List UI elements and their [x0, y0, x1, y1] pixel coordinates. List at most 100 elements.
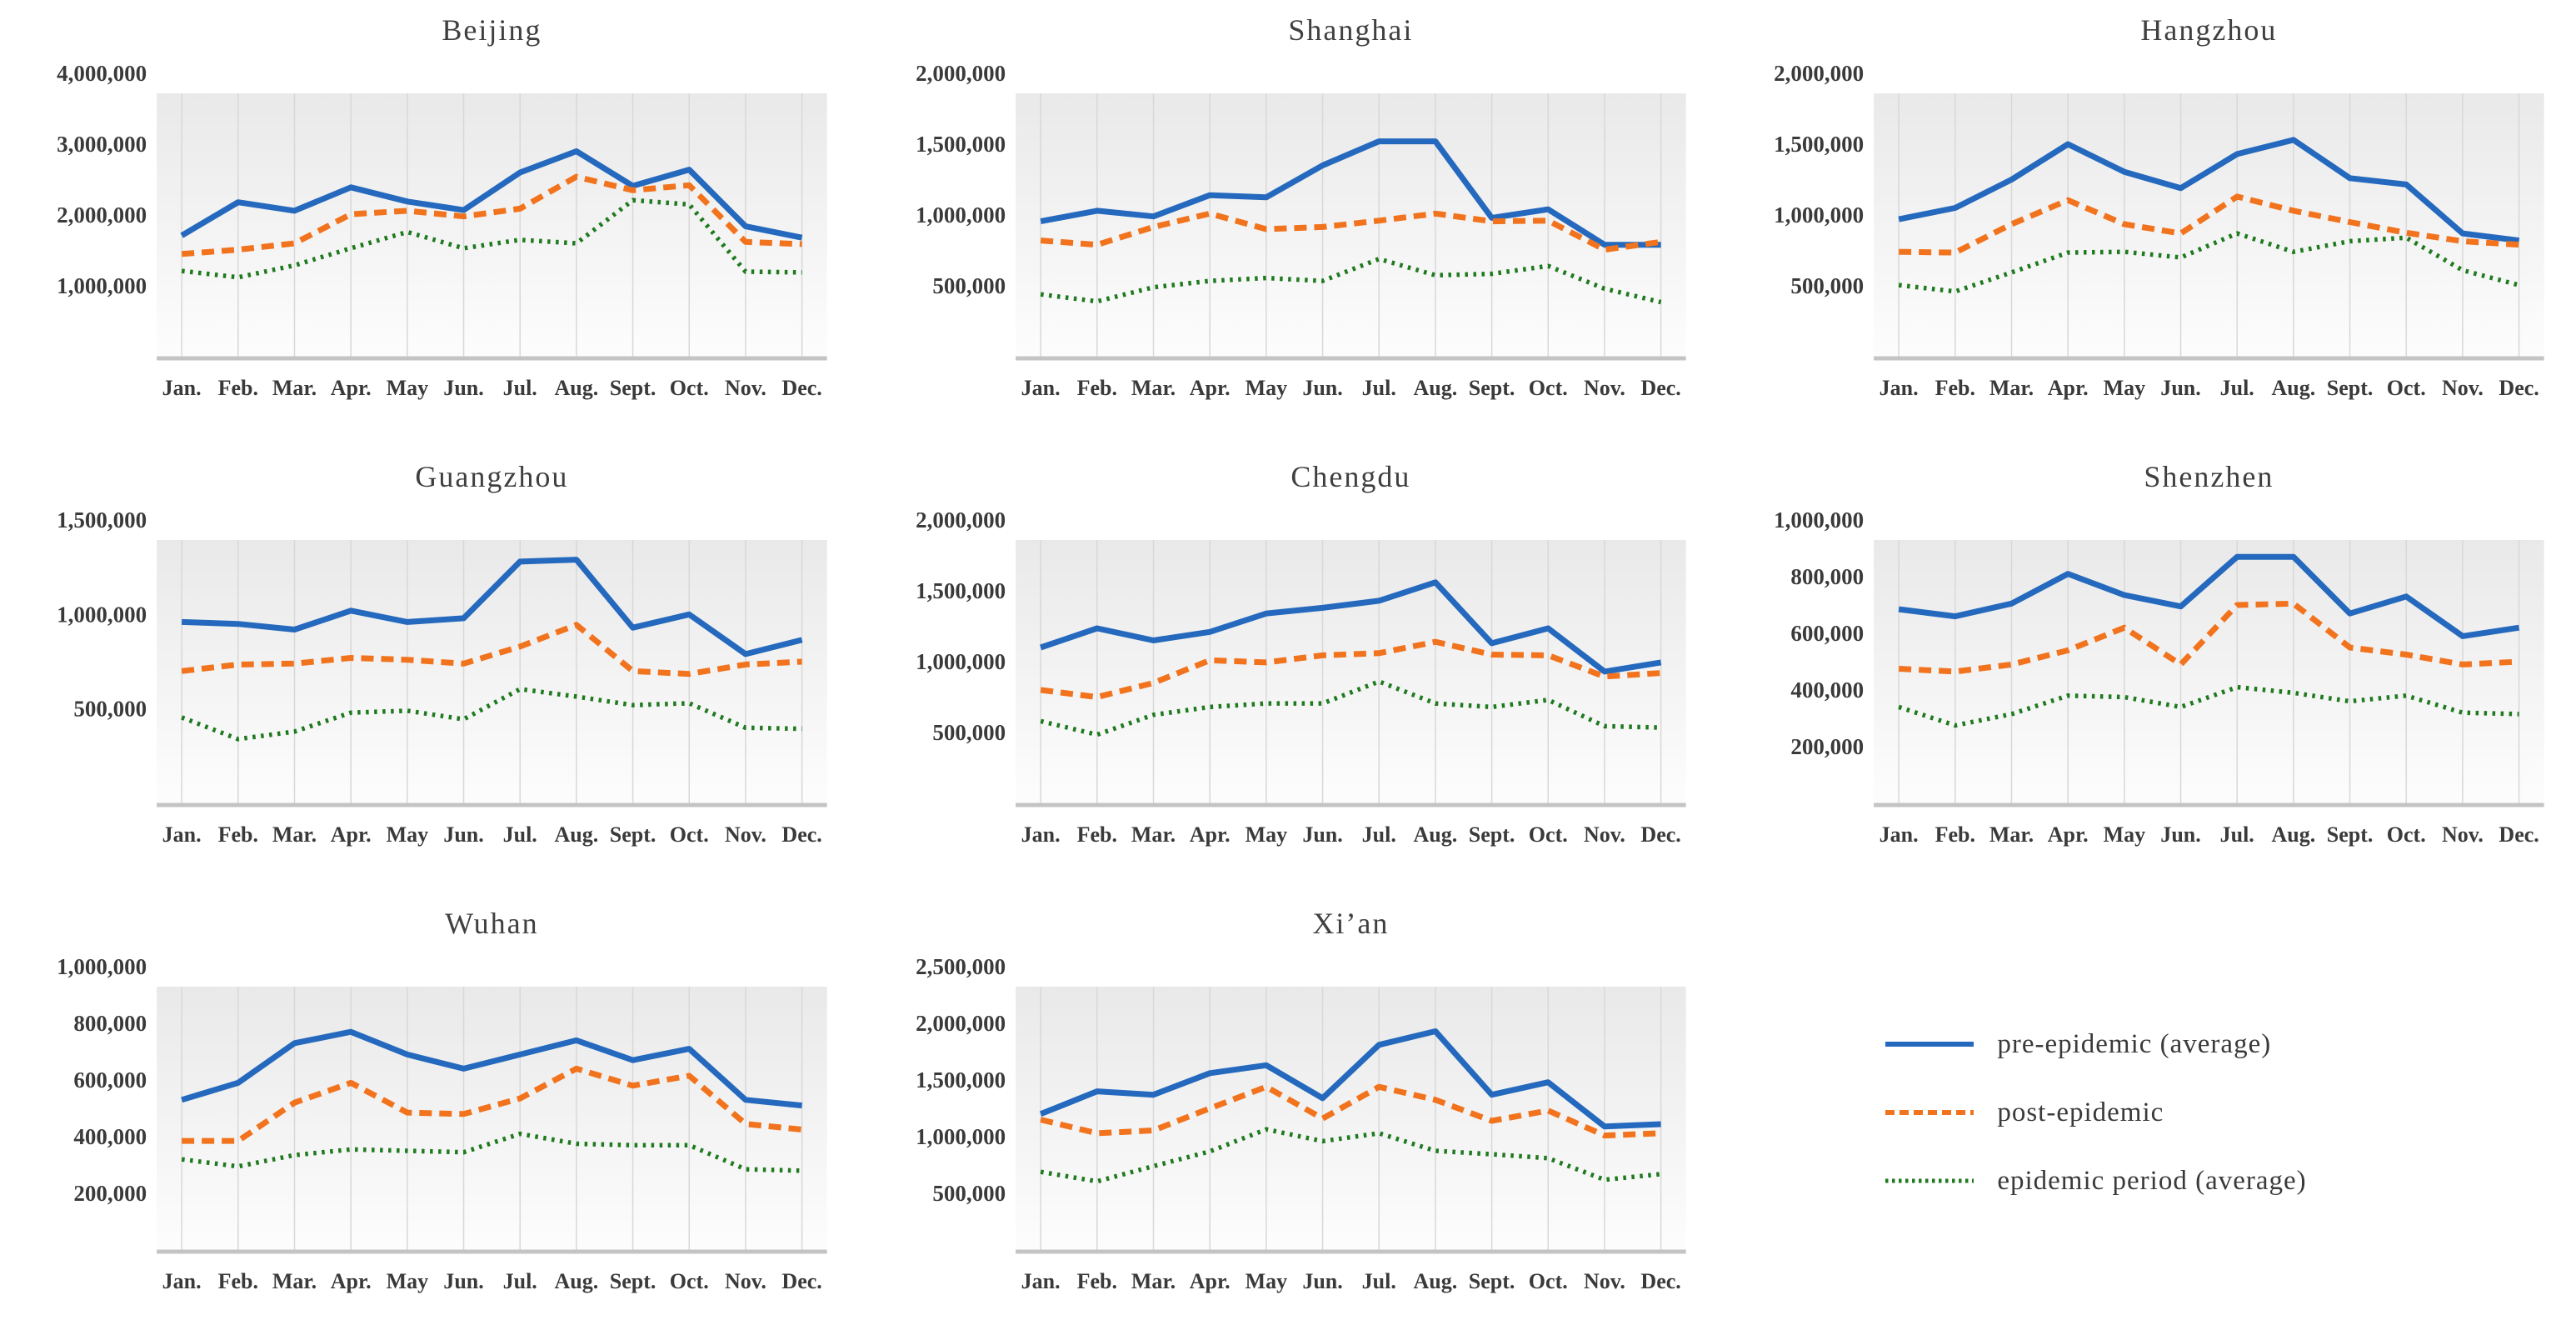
- x-tick-label: Oct.: [1528, 1269, 1567, 1293]
- x-tick-label: Sept.: [2327, 376, 2374, 400]
- legend-label-post-epidemic: post-epidemic: [1997, 1097, 2164, 1128]
- x-tick-label: Mar.: [1131, 822, 1176, 847]
- x-tick-label: Sept.: [1468, 376, 1515, 400]
- x-tick-label: Dec.: [781, 1269, 821, 1293]
- chart-cell-xian: 2,500,000 2,000,000 1,500,000 1,000,000 500,…: [859, 893, 1718, 1340]
- chart-cell-wuhan: 1,000,000 800,000 600,000 400,000 200,000 Wuh…: [0, 893, 859, 1340]
- plot-area: [1015, 987, 1686, 1253]
- x-tick-label: Apr.: [331, 1269, 372, 1293]
- series-line-pre: [1040, 138, 1661, 248]
- y-tick-label: 500,000: [1791, 273, 1865, 298]
- x-tick-label: Dec.: [781, 376, 821, 400]
- x-tick-label: May: [387, 376, 429, 400]
- y-tick-label: 2,000,000: [1774, 61, 1864, 86]
- y-tick-label: 500,000: [932, 273, 1006, 298]
- plot-area: [1015, 540, 1686, 807]
- x-tick-label: Nov.: [1584, 376, 1625, 400]
- x-tick-label: Aug.: [1413, 822, 1457, 847]
- series-line-pre: [180, 148, 803, 241]
- x-tick-label: Mar.: [1989, 376, 2034, 400]
- x-tick-label: Mar.: [1131, 376, 1176, 400]
- x-tick-label: Apr.: [1189, 1269, 1230, 1293]
- x-tick-label: Apr.: [2048, 376, 2089, 400]
- legend: pre-epidemic (average) post-epidemic epi…: [1717, 893, 2576, 1340]
- x-tick-label: Mar.: [272, 376, 317, 400]
- y-tick-label: 1,000,000: [1774, 202, 1864, 228]
- x-tick-label: May: [387, 822, 429, 847]
- x-tick-label: Jan.: [1021, 822, 1060, 847]
- x-tick-label: Feb.: [218, 1269, 258, 1293]
- x-tick-label: Sept.: [1468, 1269, 1515, 1293]
- x-tick-label: Jul.: [503, 822, 537, 847]
- x-tick-label: Aug.: [555, 822, 599, 847]
- y-tick-label: 800,000: [73, 1011, 147, 1036]
- y-tick-label: 1,500,000: [916, 132, 1006, 157]
- legend-item-pre-epidemic: pre-epidemic (average): [1884, 1010, 2306, 1078]
- y-tick-label: 600,000: [1791, 621, 1865, 646]
- y-tick-label: 1,000,000: [57, 273, 147, 298]
- y-tick-label: 2,000,000: [57, 202, 147, 228]
- x-tick-label: Jul.: [1361, 376, 1395, 400]
- chart-cell-shenzhen: 1,000,000 800,000 600,000 400,000 200,000 She…: [1717, 447, 2576, 893]
- x-tick-label: Dec.: [2499, 376, 2539, 400]
- series-line-post: [1899, 193, 2520, 256]
- x-tick-label: Nov.: [1584, 1269, 1625, 1293]
- x-tick-label: Dec.: [1640, 822, 1680, 847]
- x-tick-label: Feb.: [1935, 376, 1975, 400]
- pre-epidemic-line-icon: [1885, 1042, 1974, 1047]
- y-tick-label: 3,000,000: [57, 132, 147, 157]
- chart-cell-beijing: 4,000,000 3,000,000 2,000,000 1,000,000 Beij…: [0, 0, 859, 447]
- series-line-pre: [1039, 1028, 1661, 1130]
- plot-area: [1015, 93, 1686, 360]
- x-tick-label: Mar.: [272, 1269, 317, 1293]
- x-tick-label: Feb.: [1935, 822, 1975, 847]
- x-tick-label: Feb.: [218, 376, 258, 400]
- chart-title: Guangzhou: [415, 460, 568, 493]
- chart-cell-guangzhou: 1,500,000 1,000,000 500,000 Guangzhou Jan. Fe…: [0, 447, 859, 893]
- x-tick-label: Apr.: [2048, 822, 2089, 847]
- legend-label-pre-epidemic: pre-epidemic (average): [1997, 1028, 2272, 1059]
- chart-title: Shanghai: [1288, 13, 1413, 47]
- series-line-pre: [182, 557, 803, 658]
- x-tick-label: May: [1245, 822, 1287, 847]
- x-tick-label: Jun.: [1302, 1269, 1342, 1293]
- y-tick-label: 1,500,000: [916, 578, 1006, 603]
- series-line-epidemic: [1898, 684, 2520, 728]
- plot-area: [157, 93, 827, 360]
- x-tick-label: Feb.: [1076, 1269, 1116, 1293]
- y-tick-label: 2,500,000: [916, 954, 1006, 979]
- series-line-epidemic: [181, 198, 802, 280]
- x-tick-label: Dec.: [1640, 1269, 1680, 1293]
- x-tick-label: Jun.: [2161, 376, 2201, 400]
- legend-item-post-epidemic: post-epidemic: [1884, 1078, 2306, 1147]
- y-tick-label: 500,000: [932, 1181, 1006, 1206]
- x-tick-label: Aug.: [1413, 376, 1457, 400]
- x-tick-label: Jul.: [2220, 376, 2254, 400]
- chart-cell-chengdu: 2,000,000 1,500,000 1,000,000 500,000 Chengd…: [859, 447, 1718, 893]
- x-tick-label: Jul.: [1361, 1269, 1395, 1293]
- x-tick-label: Sept.: [610, 376, 656, 400]
- x-tick-label: Jan.: [1021, 1269, 1060, 1293]
- x-tick-label: Jun.: [2161, 822, 2201, 847]
- x-tick-label: Dec.: [1640, 376, 1680, 400]
- series-line-post: [1899, 600, 2520, 675]
- x-tick-label: Nov.: [2442, 376, 2484, 400]
- y-tick-label: 2,000,000: [916, 1011, 1006, 1036]
- x-tick-label: Oct.: [670, 1269, 709, 1293]
- y-tick-label: 1,000,000: [1774, 508, 1864, 532]
- x-tick-label: May: [2104, 822, 2146, 847]
- chart-xian: 2,500,000 2,000,000 1,500,000 1,000,000 500,…: [916, 907, 1686, 1293]
- legend-box: pre-epidemic (average) post-epidemic epi…: [1884, 1010, 2306, 1215]
- legend-item-epidemic-period: epidemic period (average): [1884, 1147, 2306, 1215]
- y-tick-label: 1,000,000: [57, 954, 147, 979]
- x-tick-label: Aug.: [2272, 376, 2316, 400]
- y-tick-label: 400,000: [73, 1124, 147, 1149]
- x-tick-label: Oct.: [1528, 822, 1567, 847]
- series-line-epidemic: [181, 687, 802, 742]
- x-tick-label: Oct.: [670, 376, 709, 400]
- x-tick-label: Apr.: [1189, 376, 1230, 400]
- chart-wuhan: 1,000,000 800,000 600,000 400,000 200,000 Wuh…: [57, 907, 827, 1293]
- post-epidemic-dashed-line-icon: [1885, 1110, 1974, 1115]
- chart-cell-hangzhou: 2,000,000 1,500,000 1,000,000 500,000 Hangzh…: [1717, 0, 2576, 447]
- chart-shanghai: 2,000,000 1,500,000 1,000,000 500,000 Shangh…: [916, 13, 1686, 400]
